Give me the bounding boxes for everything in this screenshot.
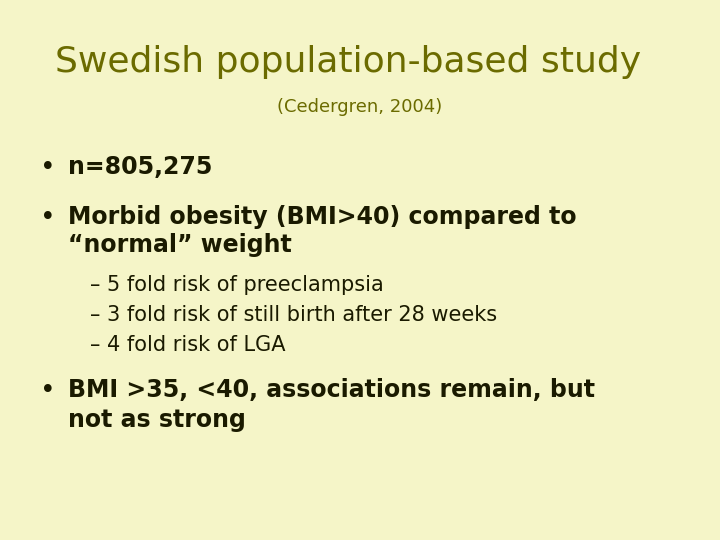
Text: (Cedergren, 2004): (Cedergren, 2004) [277,98,443,116]
Text: – 4 fold risk of LGA: – 4 fold risk of LGA [90,335,286,355]
Text: “normal” weight: “normal” weight [68,233,292,257]
Text: – 3 fold risk of still birth after 28 weeks: – 3 fold risk of still birth after 28 we… [90,305,497,325]
Text: n=805,275: n=805,275 [68,155,212,179]
Text: Morbid obesity (BMI>40) compared to: Morbid obesity (BMI>40) compared to [68,205,577,229]
Text: •: • [40,155,55,181]
Text: – 5 fold risk of preeclampsia: – 5 fold risk of preeclampsia [90,275,384,295]
Text: •: • [40,205,55,231]
Text: not as strong: not as strong [68,408,246,432]
Text: Swedish population-based study: Swedish population-based study [55,45,641,79]
Text: BMI >35, <40, associations remain, but: BMI >35, <40, associations remain, but [68,378,595,402]
Text: •: • [40,378,55,404]
